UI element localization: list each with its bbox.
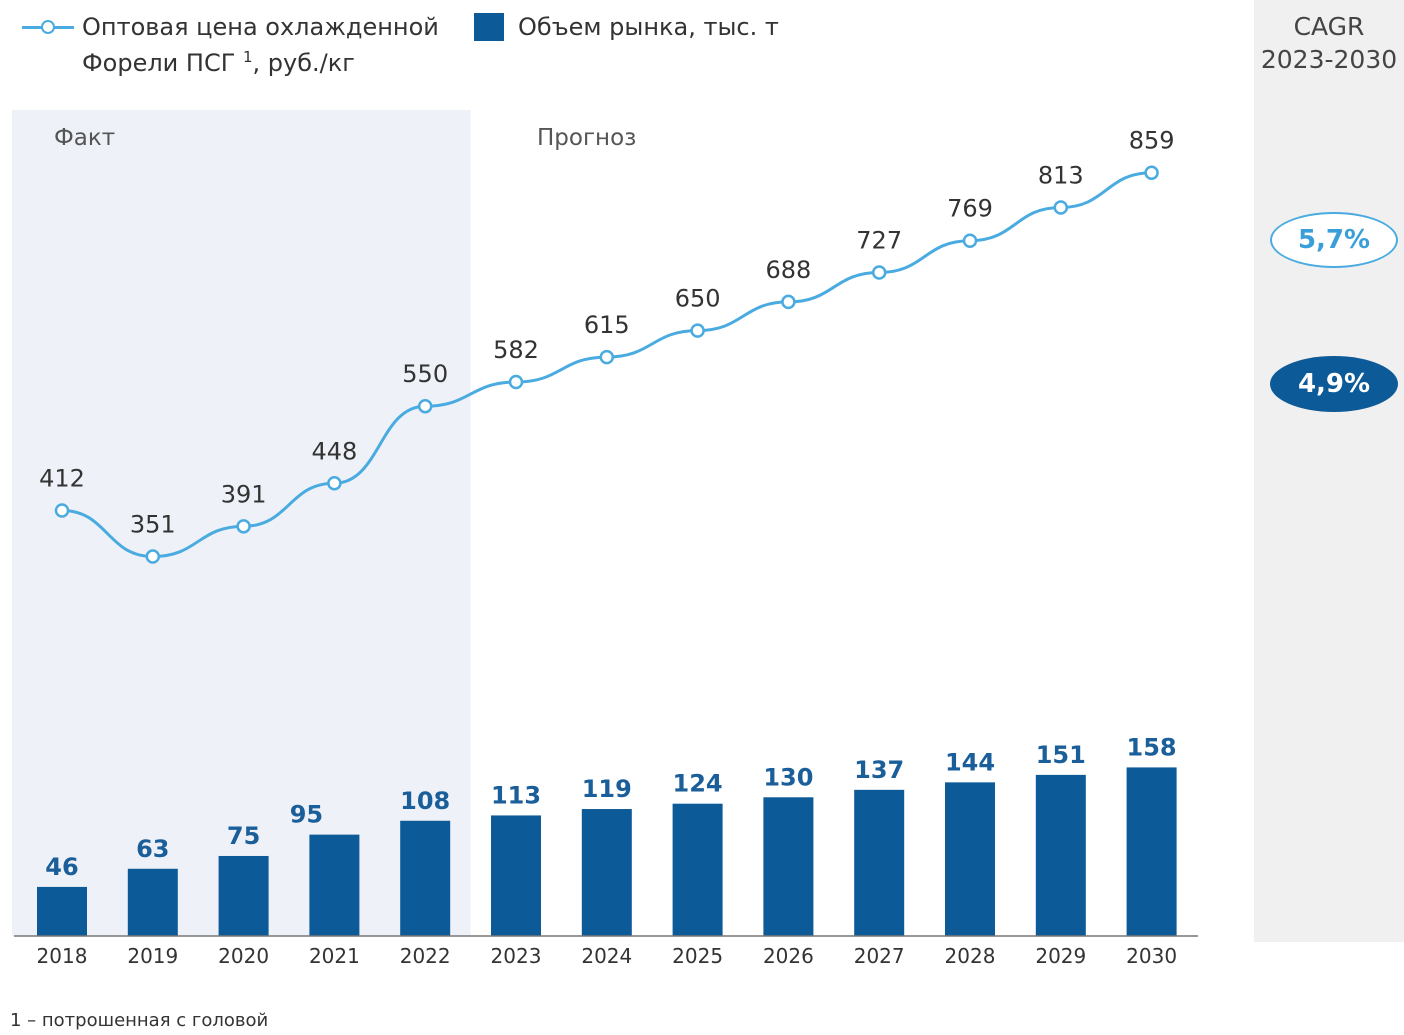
bar-value-label: 108 [400, 787, 450, 815]
x-tick-label: 2024 [581, 944, 632, 968]
price-point [327, 476, 342, 491]
bar-value-label: 130 [763, 763, 813, 791]
price-point [145, 549, 161, 564]
legend-price-sup: 1 [242, 48, 253, 66]
x-tick-label: 2028 [945, 944, 996, 968]
price-point [1053, 200, 1069, 215]
bar-marker-icon [474, 13, 504, 41]
bar-value-label: 151 [1036, 741, 1086, 769]
x-tick-label: 2025 [672, 944, 723, 968]
price-point [417, 398, 433, 414]
bar [309, 834, 360, 936]
price-value-label: 351 [130, 511, 176, 539]
bar [37, 886, 87, 936]
bar-value-label: 119 [582, 775, 632, 803]
footnote: 1 – потрошенная с головой [10, 1010, 269, 1031]
price-value-label: 582 [493, 336, 539, 364]
price-value-label: 448 [311, 437, 357, 465]
bar-value-label: 137 [854, 756, 904, 784]
x-tick-label: 2022 [400, 944, 451, 968]
x-tick-label: 2023 [491, 944, 542, 968]
price-value-label: 615 [584, 311, 630, 339]
bar [581, 809, 632, 936]
bar-value-label: 158 [1127, 733, 1177, 761]
bar-value-label: 75 [227, 822, 260, 850]
price-value-label: 550 [402, 360, 448, 388]
bar [1126, 767, 1177, 936]
price-point [599, 349, 615, 365]
bar-value-label: 95 [290, 801, 323, 829]
price-point [871, 265, 887, 280]
bar-value-label: 124 [673, 770, 723, 798]
legend-price-unit: , руб./кг [252, 49, 355, 77]
region-label-fact: Факт [54, 125, 115, 151]
bar [945, 782, 995, 936]
x-tick-label: 2026 [763, 944, 814, 968]
x-tick-label: 2021 [309, 944, 360, 968]
price-point [690, 323, 705, 338]
price-value-label: 727 [856, 226, 902, 254]
bar [1035, 774, 1086, 936]
bar [763, 797, 814, 936]
legend-volume-text: Объем рынка, тыс. т [518, 13, 779, 41]
legend-price-line1: Оптовая цена охлажденной [82, 13, 439, 41]
cagr-title-line2: 2023-2030 [1260, 45, 1398, 74]
bar [400, 820, 451, 936]
legend-price-text: Оптовая цена охлажденной Форели ПСГ 1, р… [82, 12, 439, 78]
price-point [54, 503, 70, 518]
cagr-volume-badge: 4,9% [1270, 356, 1398, 412]
bar [854, 789, 905, 936]
x-tick-label: 2027 [854, 944, 905, 968]
price-value-label: 769 [947, 195, 993, 223]
price-point [508, 374, 524, 390]
legend-volume: Объем рынка, тыс. т [474, 12, 779, 42]
legend-price: Оптовая цена охлажденной Форели ПСГ 1, р… [22, 12, 439, 78]
bar-value-label: 144 [945, 748, 995, 776]
region-label-forecast: Прогноз [537, 125, 636, 151]
cagr-price-badge: 5,7% [1270, 212, 1398, 268]
bar [127, 868, 178, 936]
bar-value-label: 46 [45, 853, 78, 881]
line-marker-icon [22, 12, 74, 42]
price-value-label: 412 [39, 464, 85, 492]
cagr-panel: CAGR 2023-2030 [1254, 0, 1404, 942]
x-tick-label: 2029 [1035, 944, 1086, 968]
bar [672, 803, 723, 936]
price-value-label: 688 [765, 256, 811, 284]
price-value-label: 391 [221, 480, 267, 508]
price-point [1144, 165, 1159, 180]
bar [218, 855, 269, 936]
price-value-label: 650 [675, 285, 721, 313]
x-tick-label: 2030 [1126, 944, 1177, 968]
price-point [781, 294, 796, 310]
legend-price-line2: Форели ПСГ [82, 49, 243, 77]
x-tick-label: 2018 [37, 944, 88, 968]
cagr-title: CAGR 2023-2030 [1254, 10, 1404, 76]
price-point [236, 519, 251, 534]
x-tick-label: 2020 [218, 944, 269, 968]
bar [491, 815, 541, 936]
bar-value-label: 113 [491, 781, 541, 809]
price-point [962, 233, 978, 248]
price-value-label: 813 [1038, 161, 1084, 189]
bar-value-label: 63 [136, 835, 169, 863]
cagr-title-line1: CAGR [1293, 12, 1365, 41]
price-value-label: 859 [1129, 127, 1175, 155]
x-tick-label: 2019 [127, 944, 178, 968]
